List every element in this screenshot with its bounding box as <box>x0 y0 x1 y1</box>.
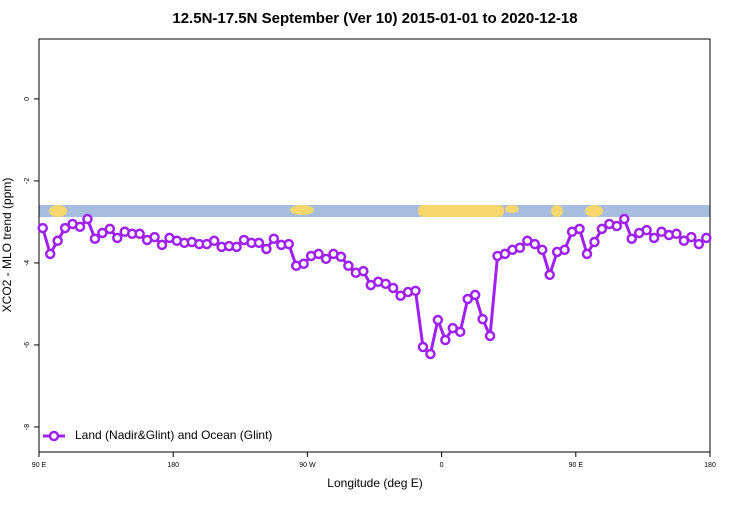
data-point <box>425 348 436 360</box>
data-point <box>59 222 71 234</box>
data-point <box>462 293 473 305</box>
data-point <box>574 223 585 235</box>
data-point <box>499 248 511 260</box>
data-point <box>380 278 391 290</box>
data-point <box>283 238 295 250</box>
data-point <box>268 233 280 244</box>
data-point <box>231 241 242 253</box>
x-tick-label: 180 <box>704 462 716 469</box>
data-point <box>410 285 421 297</box>
x-axis-label: Longitude (deg E) <box>327 476 422 490</box>
data-point <box>156 239 168 251</box>
y-tick-label: -2 <box>24 178 31 184</box>
data-point <box>648 232 660 244</box>
data-point <box>440 334 451 346</box>
data-point <box>298 258 309 270</box>
data-point <box>417 341 429 353</box>
data-point <box>37 222 48 234</box>
y-tick-label: 0 <box>24 97 31 101</box>
x-tick-label: 90 E <box>32 462 47 469</box>
data-point <box>52 235 63 247</box>
x-tick-label: 0 <box>440 462 444 469</box>
data-point <box>208 235 220 247</box>
data-point <box>335 251 347 263</box>
data-point <box>544 269 555 281</box>
y-tick-label: -8 <box>24 424 31 430</box>
data-point <box>641 224 652 236</box>
data-point <box>589 236 600 248</box>
data-point <box>611 220 623 232</box>
data-point <box>387 282 399 294</box>
data-point <box>596 223 608 235</box>
legend-marker <box>48 430 60 442</box>
y-axis-label: XCO2 - MLO trend (ppm) <box>0 178 14 313</box>
data-point <box>529 238 541 250</box>
legend-label: Land (Nadir&Glint) and Ocean (Glint) <box>75 428 272 442</box>
data-point <box>626 233 637 244</box>
data-point <box>261 243 272 255</box>
y-tick-label: -6 <box>24 342 31 348</box>
data-point <box>74 221 86 233</box>
data-point <box>313 248 324 260</box>
data-point <box>454 326 466 338</box>
data-point <box>89 233 101 244</box>
data-point <box>343 260 354 272</box>
y-tick-label: -4 <box>24 260 31 266</box>
chart-title: 12.5N-17.5N September (Ver 10) 2015-01-0… <box>172 10 577 27</box>
data-point <box>358 265 369 277</box>
data-point <box>686 231 697 243</box>
data-point <box>149 231 160 243</box>
data-point <box>559 244 570 256</box>
data-point <box>44 248 56 260</box>
data-point <box>701 232 712 244</box>
data-point <box>432 314 444 326</box>
data-point <box>477 313 488 325</box>
data-point <box>484 330 496 342</box>
data-point <box>134 228 145 240</box>
data-point <box>104 223 116 235</box>
data-point <box>671 228 682 240</box>
data-point <box>469 289 481 301</box>
data-point <box>581 248 593 260</box>
data-point <box>97 227 108 239</box>
plot-frame <box>38 38 711 453</box>
x-tick-label: 90 E <box>569 462 584 469</box>
data-point <box>253 237 265 249</box>
x-tick-label: 90 W <box>299 462 316 469</box>
data-point <box>112 232 123 244</box>
x-tick-label: 180 <box>167 462 179 469</box>
land-strip <box>39 205 710 217</box>
data-point <box>514 242 526 254</box>
data-point <box>82 213 93 225</box>
data-point <box>619 213 630 225</box>
data-point <box>320 253 332 265</box>
data-point <box>537 244 548 256</box>
data-point <box>693 238 705 250</box>
